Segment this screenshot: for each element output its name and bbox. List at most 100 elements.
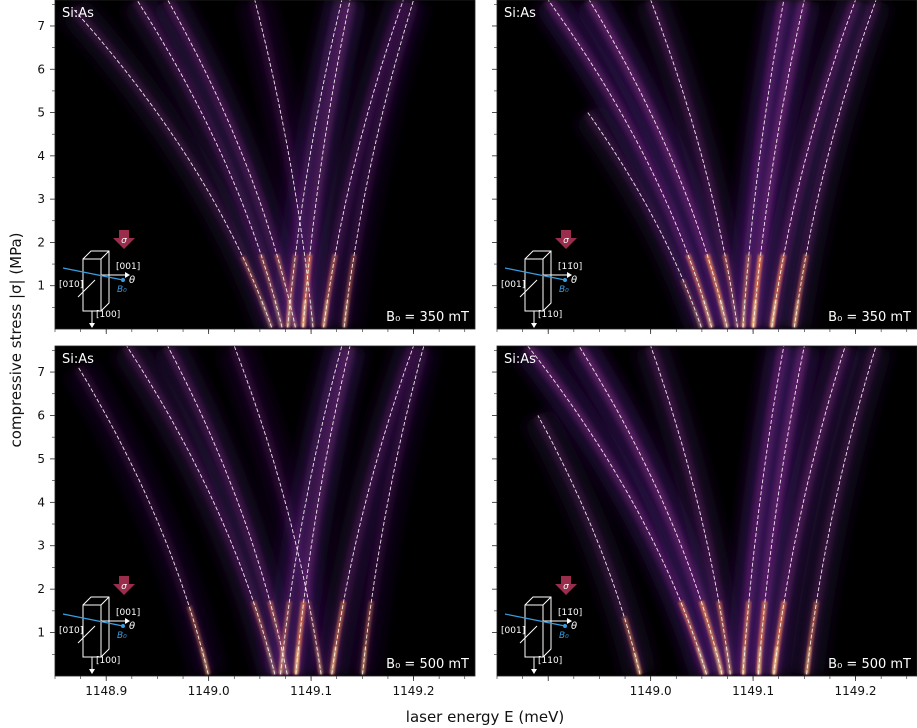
angle-symbol: θ [129,275,135,286]
fit-line [752,0,805,328]
fit-line [771,0,856,328]
axis-down-arrow [89,323,95,328]
axis-down-arrow [89,669,95,674]
axes-frame [496,345,917,677]
field-symbol: B₀ [559,285,569,295]
field-dot [563,624,567,628]
heatmap-panel-top-left: 1 2 3 4 5 6 7 Si:As B₀ = 350 mT σ θB₀ [001] [01̄0] [1… [37,0,476,334]
y-tick-label: 2 [37,235,45,249]
fit-line [323,0,404,328]
fit-line [650,346,731,675]
fit-line [650,0,738,328]
fit-line [578,346,723,675]
axis-left [519,279,538,298]
y-tick-label: 6 [37,62,45,76]
field-arrow [62,613,124,627]
fit-line [588,0,728,328]
axes-frame [54,345,476,677]
y-tick-label: 7 [37,365,45,379]
axis-right-arrow [125,618,130,624]
x-axis-label: laser energy E (meV) [406,708,564,726]
stress-symbol: σ [563,582,569,592]
field-symbol: B₀ [117,285,127,295]
sample-label: Si:As [62,6,94,21]
fit-line [136,0,283,328]
field-symbol: B₀ [117,631,127,641]
axis-left-label: [001] [501,280,525,290]
fit-line [362,346,425,675]
x-tick-label: 1149.0 [188,684,230,698]
x-tick-label: 1149.1 [290,684,332,698]
heatmap-panel-top-right: Si:As B₀ = 350 mT σ θB₀ [11̄0] [001] [110] [492,0,917,334]
fit-line [773,346,846,675]
heatmap-panel-bottom-left: 1148.9 1149.0 1149.1 1149.2 1 2 3 4 5 6 7 Si:As B₀ =… [37,345,476,698]
fit-line [254,0,314,328]
field-label: B₀ = 350 mT [386,310,469,325]
stress-arrow-icon [113,230,135,249]
fit-line [287,0,343,328]
plot-area [60,0,430,329]
field-symbol: B₀ [559,631,569,641]
y-tick-label: 5 [37,452,45,466]
stress-arrow-icon [113,576,135,595]
fit-line [806,346,877,675]
fit-line [280,346,343,675]
fit-traces [72,0,414,328]
fit-line [302,0,351,328]
stress-arrow-icon [555,576,577,595]
stress-symbol: σ [563,236,569,246]
fit-line [343,0,414,328]
y-tick-label: 3 [37,539,45,553]
fit-line [295,346,351,675]
axis-bottom-label: [100] [96,656,120,666]
axis-left-label: [01̄0] [59,280,83,290]
y-tick-label: 4 [37,495,45,509]
field-dot [121,278,125,282]
fit-line [233,346,322,675]
sample-label: Si:As [504,6,536,21]
orientation-inset: σ θB₀ [11̄0] [001] [110] [501,576,582,674]
y-tick-label: 5 [37,106,45,120]
heatmap-panel-bottom-right: 1149.0 1149.1 1149.2 Si:As B₀ = 500 mT σ θB₀ [1… [492,345,917,698]
axis-down-arrow [531,323,537,328]
axis-right-label: [11̄0] [558,262,582,272]
stress-arrow-icon [555,230,577,249]
axis-bottom-label: [100] [96,310,120,320]
stress-symbol: σ [121,582,127,592]
fit-line [527,346,707,675]
fit-line [167,346,288,675]
y-tick-label: 7 [37,19,45,33]
y-tick-label: 1 [37,279,45,293]
fit-traces [78,346,425,675]
y-tick-label: 2 [37,582,45,596]
axis-right-arrow [567,618,572,624]
angle-symbol: θ [129,621,135,632]
x-tick-label: 1149.1 [732,684,774,698]
axis-down-arrow [531,669,537,674]
plot-area [534,0,893,329]
fit-line [742,0,785,328]
sample-label: Si:As [62,352,94,367]
y-tick-label: 1 [37,626,45,640]
plot-area [514,346,893,676]
y-tick-label: 4 [37,149,45,163]
y-tick-label: 3 [37,192,45,206]
fit-line [331,346,414,675]
angle-symbol: θ [571,621,577,632]
axis-left-label: [001] [501,626,525,636]
field-arrow [504,613,566,627]
fit-line [72,8,273,328]
axis-right-label: [001] [116,262,140,272]
axis-left [77,625,96,644]
field-arrow [504,267,566,281]
axis-right-label: [11̄0] [558,608,582,618]
field-label: B₀ = 500 mT [386,657,469,672]
fit-line [547,0,713,328]
plot-area [64,346,441,676]
orientation-inset: σ θB₀ [11̄0] [001] [110] [501,230,582,328]
field-arrow [62,267,124,281]
x-tick-label: 1148.9 [85,684,127,698]
y-tick-label: 6 [37,408,45,422]
axis-left-label: [01̄0] [59,626,83,636]
field-dot [563,278,567,282]
